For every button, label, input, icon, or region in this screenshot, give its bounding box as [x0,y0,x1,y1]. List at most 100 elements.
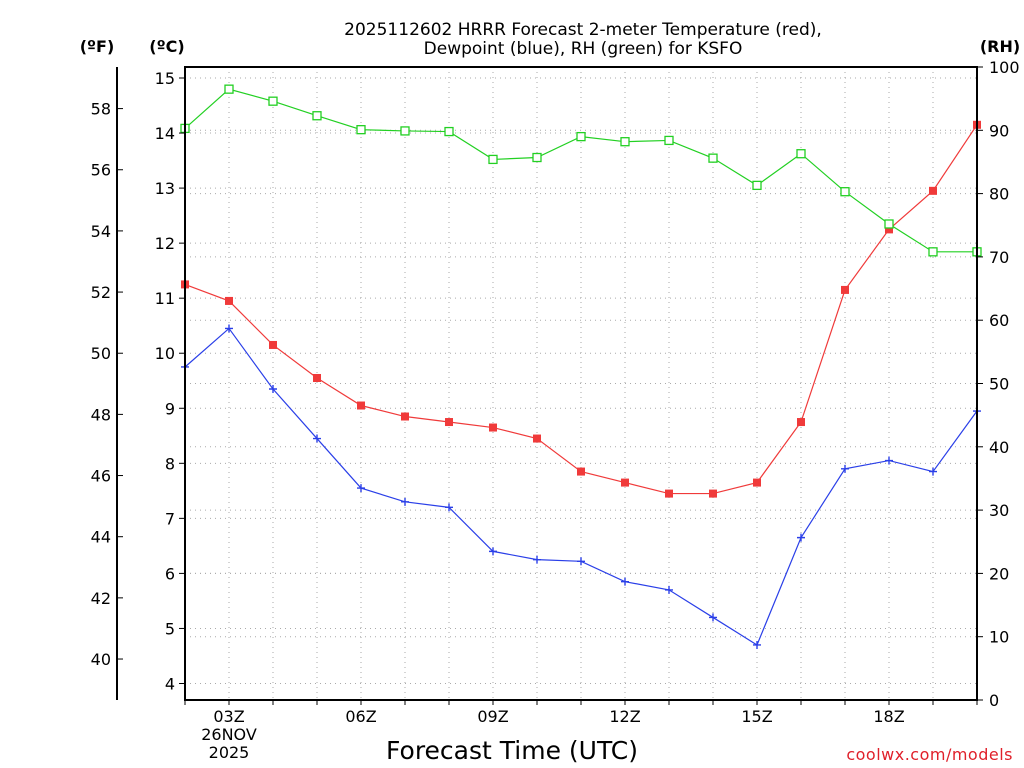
dewpoint-point [841,464,849,473]
temperature-line [184,124,978,495]
rh-tick-label: 60 [989,311,1009,330]
celsius-tick-label: 6 [165,564,175,583]
rh-tick-label: 20 [989,564,1009,583]
celsius-tick-label: 7 [165,509,175,528]
celsius-tick-label: 8 [165,454,175,473]
rh-tick-label: 30 [989,501,1009,520]
rh-tick-label: 50 [989,375,1009,394]
temperature-point [577,467,585,476]
temperature-point [797,418,805,427]
temperature-point [929,186,937,195]
celsius-tick-label: 15 [155,69,175,88]
rh-point [488,154,498,165]
x-tick-label: 03Z [213,707,244,726]
rh-point [708,153,718,163]
rh-point [928,247,938,257]
dewpoint-point [401,497,409,506]
dewpoint-point [929,467,937,476]
celsius-tick-label: 4 [165,674,175,693]
dewpoint-point [665,585,673,594]
fahrenheit-tick-label: 46 [91,467,111,486]
temperature-point [753,478,761,487]
chart-title-line-1: 2025112602 HRRR Forecast 2-meter Tempera… [344,20,822,40]
rh-point [400,126,410,136]
temperature-point [269,340,277,349]
dewpoint-point [489,547,497,556]
dewpoint-point [445,503,453,512]
rh-point [268,96,278,106]
x-tick-label: 2025 [209,743,250,762]
chart-title-line-2: Dewpoint (blue), RH (green) for KSFO [424,39,743,59]
dewpoint-point [225,324,233,333]
x-axis-label: Forecast Time (UTC) [386,736,638,765]
dewpoint-point [313,434,321,443]
series-layer [180,84,982,649]
grid-lines [185,66,977,701]
x-tick-label: 09Z [477,707,508,726]
rh-tick-label: 70 [989,248,1009,267]
x-tick-label: 15Z [741,707,772,726]
x-tick-label: 18Z [873,707,904,726]
fahrenheit-unit-label: (ºF) [80,37,115,56]
rh-point [444,126,454,137]
dewpoint-point [577,557,585,566]
rh-point [884,219,894,229]
temperature-point [621,478,629,487]
rh-tick-label: 80 [989,185,1009,204]
temperature-point [489,423,497,432]
temperature-point [709,489,717,498]
credit-label: coolwx.com/models [846,745,1013,764]
rh-point [356,125,366,135]
x-tick-label: 26NOV [201,725,257,744]
dewpoint-point [269,385,277,394]
celsius-tick-label: 10 [155,344,175,363]
temperature-point [357,401,365,410]
x-tick-label: 06Z [345,707,376,726]
temperature-point [665,489,673,498]
rh-tick-label: 100 [989,58,1020,77]
rh-tick-label: 40 [989,438,1009,457]
rh-point [312,111,322,121]
rh-point [664,135,674,146]
dewpoint-point [797,533,805,542]
temperature-point [885,225,893,234]
temperature-point [225,296,233,305]
dewpoint-point [753,640,761,649]
rh-tick-label: 0 [989,691,999,710]
dewpoint-point [357,484,365,493]
fahrenheit-tick-label: 40 [91,650,111,669]
fahrenheit-tick-label: 42 [91,589,111,608]
celsius-tick-label: 5 [165,619,175,638]
temperature-point [533,434,541,443]
rh-unit-label: (RH) [980,37,1020,56]
dewpoint-point [885,456,893,465]
temperature-point [313,373,321,382]
rh-point [224,84,234,94]
celsius-tick-label: 12 [155,234,175,253]
rh-point [620,137,630,147]
celsius-tick-label: 9 [165,399,175,418]
celsius-unit-label: (ºC) [149,37,184,56]
rh-tick-label: 10 [989,628,1009,647]
temperature-point [841,285,849,294]
rh-point [576,131,586,142]
fahrenheit-tick-label: 58 [91,100,111,119]
dewpoint-point [709,613,717,622]
celsius-tick-label: 14 [155,124,175,143]
rh-point [796,149,806,159]
x-tick-label: 12Z [609,707,640,726]
fahrenheit-tick-label: 56 [91,161,111,180]
fahrenheit-tick-label: 50 [91,344,111,363]
fahrenheit-tick-label: 48 [91,405,111,424]
temperature-point [445,418,453,427]
rh-point [532,152,542,163]
temperature-point [401,412,409,421]
dewpoint-point [533,555,541,564]
celsius-tick-label: 13 [155,179,175,198]
rh-point [752,180,762,191]
fahrenheit-tick-label: 54 [91,222,111,241]
celsius-tick-label: 11 [155,289,175,308]
rh-point [840,187,850,197]
axes-layer: 4567891011121314154042444648505254565801… [91,58,1020,762]
